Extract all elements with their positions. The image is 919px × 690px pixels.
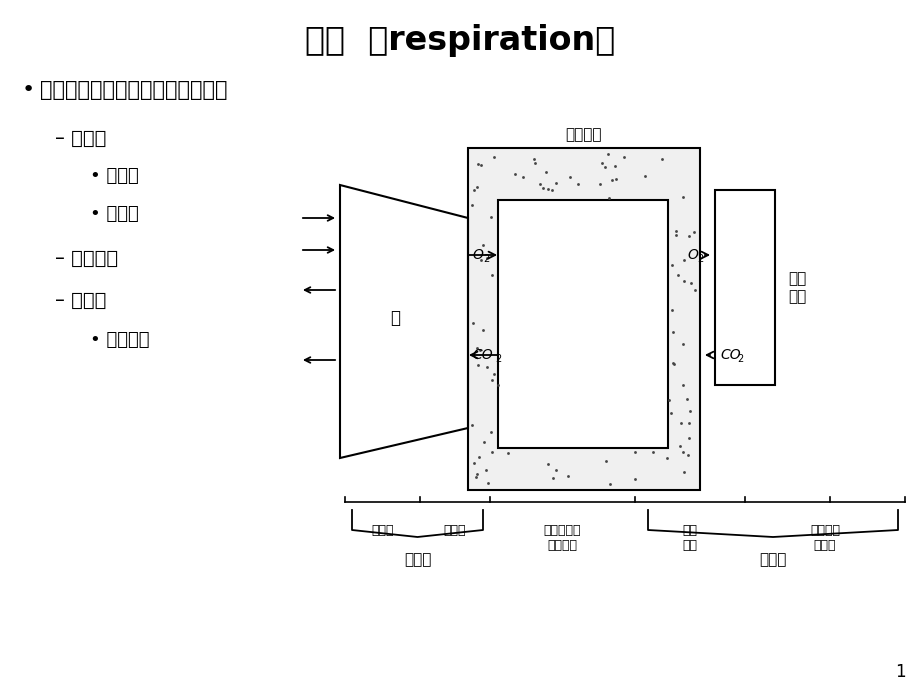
Text: 2: 2 [494,354,501,364]
Text: – 内呼吸: – 内呼吸 [55,290,107,310]
Text: 外呼吸: 外呼吸 [403,552,431,567]
Text: O: O [472,248,482,262]
Text: – 气体运输: – 气体运输 [55,248,118,268]
Bar [714,190,774,385]
Bar [468,148,699,490]
Bar [497,200,667,448]
Text: 气体在血液
中的运输: 气体在血液 中的运输 [543,524,581,552]
Text: 呼吸  （respiration）: 呼吸 （respiration） [304,23,615,57]
Text: 血液循环: 血液循环 [565,128,602,143]
Text: 肺: 肺 [390,309,400,327]
Text: 1: 1 [893,663,904,681]
Text: 内呼吸: 内呼吸 [758,552,786,567]
Text: 2: 2 [482,254,489,264]
Text: 组织
换气: 组织 换气 [682,524,697,552]
Text: 2: 2 [697,254,703,264]
Text: 机体与外环境之间的气体交换过程: 机体与外环境之间的气体交换过程 [40,80,227,100]
Text: • 胺通气: • 胺通气 [90,167,139,185]
Text: • 胺换气: • 胺换气 [90,205,139,223]
Text: CO: CO [720,348,740,362]
Text: 细胞内氧
化代谢: 细胞内氧 化代谢 [809,524,839,552]
Text: 组织
细胞: 组织 细胞 [787,271,805,304]
Text: 胺通气: 胺通气 [371,524,393,537]
Text: • 组织换气: • 组织换气 [90,331,150,349]
Text: 胺换气: 胺换气 [443,524,466,537]
Text: O: O [686,248,698,262]
Text: CO: CO [471,348,493,362]
Text: – 外呼吸: – 外呼吸 [55,128,107,148]
Text: 2: 2 [736,354,743,364]
Text: •: • [22,80,35,100]
